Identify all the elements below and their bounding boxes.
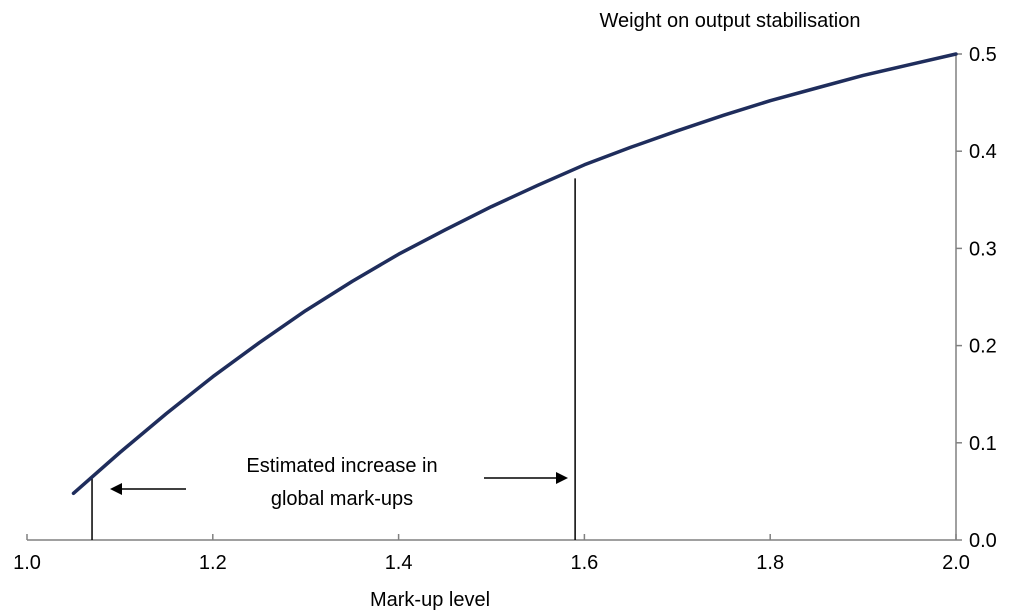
- y-tick-label: 0.4: [969, 141, 997, 163]
- y-tick-label: 0.0: [969, 530, 997, 552]
- right-arrow: [484, 472, 568, 484]
- x-tick-label: 1.0: [13, 552, 41, 574]
- left-arrow: [110, 483, 186, 495]
- x-axis-title: Mark-up level: [370, 589, 490, 611]
- x-tick-label: 2.0: [942, 552, 970, 574]
- annotation: Estimated increase in global mark-ups: [110, 455, 568, 510]
- y-tick-label: 0.2: [969, 336, 997, 358]
- x-ticks: 1.0 1.2 1.4 1.6 1.8 2.0: [13, 534, 970, 574]
- annotation-line-1: Estimated increase in: [246, 455, 437, 477]
- y-tick-label: 0.1: [969, 433, 997, 455]
- axes: 1.0 1.2 1.4 1.6 1.8 2.0 0.0 0.1 0.2 0.3 0.4 0.5: [13, 44, 997, 574]
- y-ticks: 0.0 0.1 0.2 0.3 0.4 0.5: [956, 44, 997, 552]
- x-tick-label: 1.2: [199, 552, 227, 574]
- reference-lines: [91, 178, 576, 540]
- annotation-line-2: global mark-ups: [271, 488, 413, 510]
- x-tick-label: 1.8: [756, 552, 784, 574]
- y-tick-label: 0.3: [969, 238, 997, 260]
- x-tick-label: 1.6: [570, 552, 598, 574]
- series-line: [71, 52, 958, 496]
- x-tick-label: 1.4: [385, 552, 413, 574]
- y-tick-label: 0.5: [969, 44, 997, 66]
- y-axis-title: Weight on output stabilisation: [600, 10, 861, 32]
